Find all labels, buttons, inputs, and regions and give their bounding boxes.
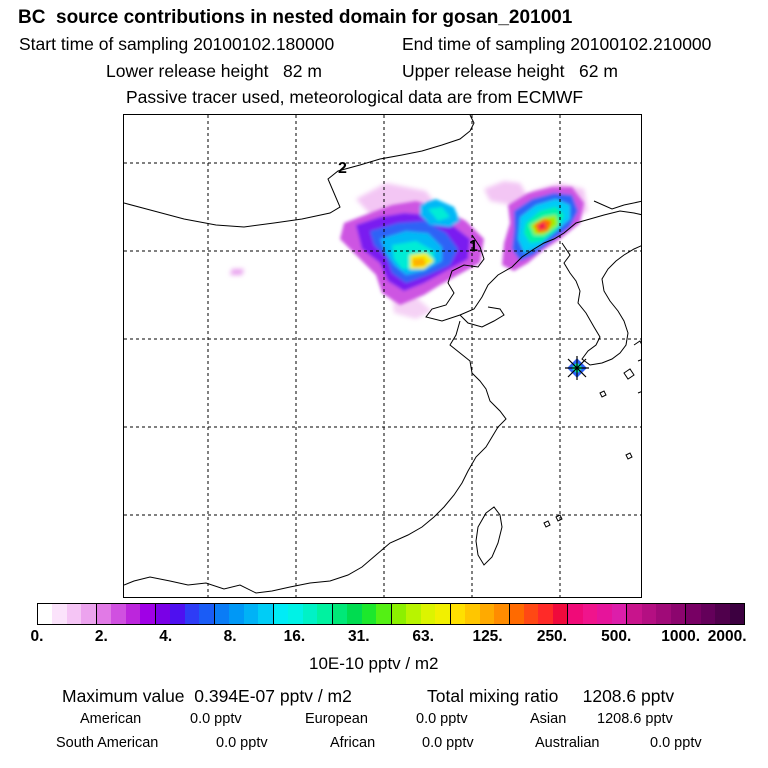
color-swatch	[700, 604, 716, 624]
upper-release-height: Upper release height 62 m	[402, 61, 618, 81]
region-asian-label: Asian	[530, 711, 567, 727]
color-swatch	[479, 604, 495, 624]
color-swatch	[420, 604, 436, 624]
color-swatch	[81, 604, 97, 624]
color-swatch	[568, 604, 583, 624]
region-south-american-label: South American	[56, 735, 159, 751]
color-scale-tick: 4.	[159, 628, 173, 645]
color-swatch	[155, 604, 171, 624]
color-scale-bar	[37, 603, 745, 625]
color-swatch	[38, 604, 53, 624]
map-panel: 1 2	[123, 114, 642, 598]
start-time-label: Start time of sampling 20100102.180000	[19, 34, 335, 54]
tracer-note: Passive tracer used, meteorological data…	[126, 87, 584, 107]
region-south-american-value: 0.0 pptv	[216, 735, 268, 751]
track-label-2: 2	[338, 160, 347, 177]
color-swatch	[96, 604, 112, 624]
color-scale-unit: 10E-10 pptv / m2	[309, 654, 439, 673]
color-swatch	[656, 604, 671, 624]
color-swatch	[332, 604, 348, 624]
color-swatch	[52, 604, 67, 624]
region-american-value: 0.0 pptv	[190, 711, 242, 727]
color-scale-tick: 250.	[536, 628, 567, 645]
color-swatch	[66, 604, 82, 624]
color-scale-tick: 31.	[348, 628, 370, 645]
color-swatch	[494, 604, 510, 624]
color-swatch	[258, 604, 274, 624]
track-label-1: 1	[469, 238, 478, 255]
color-swatch	[243, 604, 259, 624]
color-swatch	[214, 604, 230, 624]
region-australian-label: Australian	[535, 735, 600, 751]
color-scale-tick: 2000.	[707, 628, 747, 645]
color-swatch	[199, 604, 215, 624]
color-swatch	[184, 604, 200, 624]
region-african-label: African	[330, 735, 376, 751]
lower-release-height: Lower release height 82 m	[106, 61, 322, 81]
color-swatch	[582, 604, 598, 624]
color-scale-tick: 63.	[412, 628, 434, 645]
color-swatch	[670, 604, 687, 624]
contribution-plume	[230, 181, 588, 378]
color-swatch	[170, 604, 185, 624]
coastlines	[124, 115, 641, 594]
color-swatch	[509, 604, 524, 624]
color-swatch	[229, 604, 244, 624]
color-swatch	[273, 604, 289, 624]
map-canvas: 1 2	[124, 115, 641, 597]
color-swatch	[523, 604, 539, 624]
color-swatch	[597, 604, 612, 624]
plot-title: BC source contributions in nested domain…	[18, 7, 573, 28]
color-swatch	[111, 604, 126, 624]
color-swatch	[552, 604, 569, 624]
maximum-value: Maximum value 0.394E-07 pptv / m2	[62, 686, 352, 706]
color-swatch	[611, 604, 628, 624]
color-swatch	[317, 604, 333, 624]
region-australian-value: 0.0 pptv	[650, 735, 702, 751]
color-scale-tick: 2.	[94, 628, 108, 645]
color-swatch	[302, 604, 318, 624]
color-scale-tick: 0.	[30, 628, 44, 645]
color-swatch	[140, 604, 156, 624]
region-european-label: European	[305, 711, 368, 727]
color-swatch	[376, 604, 392, 624]
region-asian-value: 1208.6 pptv	[597, 711, 673, 727]
color-swatch	[391, 604, 407, 624]
color-swatch	[450, 604, 466, 624]
color-swatch	[686, 604, 701, 624]
color-swatch	[729, 604, 745, 624]
color-scale-tick: 125.	[472, 628, 503, 645]
region-american-label: American	[80, 711, 142, 727]
color-swatch	[406, 604, 421, 624]
color-swatch	[465, 604, 480, 624]
color-swatch	[125, 604, 141, 624]
color-swatch	[347, 604, 362, 624]
color-swatch	[538, 604, 553, 624]
color-scale-tick: 500.	[601, 628, 632, 645]
color-scale-tick: 8.	[223, 628, 237, 645]
color-swatch	[627, 604, 642, 624]
color-swatch	[435, 604, 451, 624]
color-swatch	[288, 604, 303, 624]
end-time-label: End time of sampling 20100102.210000	[402, 34, 712, 54]
color-swatch	[641, 604, 657, 624]
region-african-value: 0.0 pptv	[422, 735, 474, 751]
color-scale-tick: 16.	[283, 628, 306, 645]
color-scale-tick: 1000.	[661, 628, 701, 645]
region-european-value: 0.0 pptv	[416, 711, 468, 727]
color-swatch	[361, 604, 377, 624]
color-swatch	[715, 604, 730, 624]
total-mixing-ratio: Total mixing ratio 1208.6 pptv	[427, 686, 675, 706]
star-marker-icon	[565, 356, 589, 380]
map-grid	[124, 115, 641, 597]
